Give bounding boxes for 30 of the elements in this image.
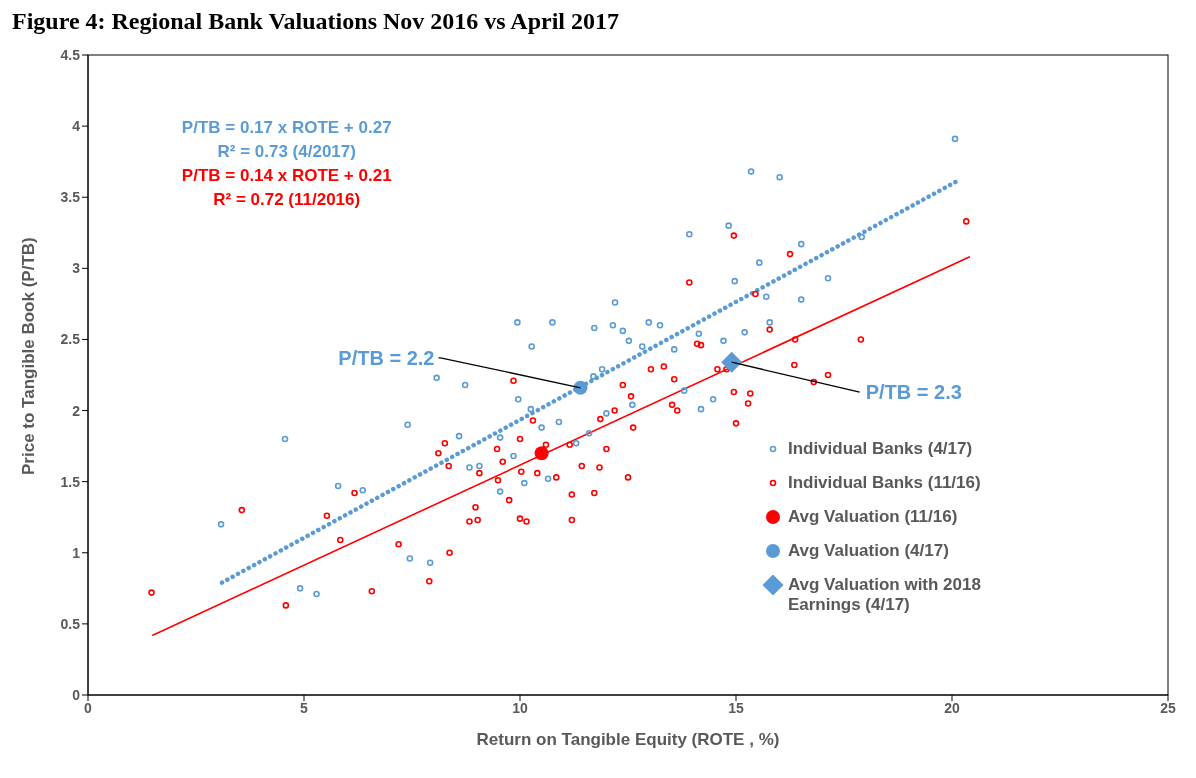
x-tick-label: 5 — [300, 699, 309, 716]
y-tick-label: 3.5 — [60, 189, 81, 206]
annotation: R² = 0.72 (11/2016) — [213, 190, 361, 210]
y-tick-label: 4.5 — [60, 46, 81, 63]
y-tick-label: 0.5 — [60, 615, 81, 632]
legend-label: Avg Valuation (4/17) — [787, 541, 949, 561]
annotation: P/TB = 2.3 — [865, 381, 962, 404]
annotation: P/TB = 0.17 x ROTE + 0.27 — [181, 118, 392, 138]
x-axis-title: Return on Tangible Equity (ROTE , %) — [476, 730, 780, 749]
y-tick-label: 1.5 — [60, 473, 81, 490]
y-tick-label: 0 — [72, 686, 81, 703]
annotation: P/TB = 2.2 — [338, 346, 435, 369]
legend-label: Avg Valuation with 2018 Earnings (4/17) — [787, 575, 982, 615]
legend-label: Avg Valuation (11/16) — [787, 507, 958, 527]
annotation: P/TB = 0.14 x ROTE + 0.21 — [181, 166, 392, 186]
legend-label: Individual Banks (4/17) — [787, 439, 973, 459]
y-tick-label: 1 — [72, 544, 81, 561]
x-tick-label: 25 — [1160, 699, 1176, 716]
y-tick-label: 3 — [72, 260, 81, 277]
y-tick-label: 2.5 — [60, 331, 81, 348]
annotation: R² = 0.73 (4/2017) — [217, 142, 356, 162]
y-tick-label: 4 — [72, 118, 81, 135]
chart-title: Figure 4: Regional Bank Valuations Nov 2016 vs April 2017 — [12, 8, 620, 35]
x-tick-label: 0 — [84, 699, 93, 716]
x-tick-label: 10 — [512, 699, 528, 716]
x-tick-label: 20 — [944, 699, 960, 716]
legend-label: Individual Banks (11/16) — [787, 473, 981, 493]
x-tick-label: 15 — [728, 699, 744, 716]
y-tick-label: 2 — [72, 402, 81, 419]
y-axis-title: Price to Tangible Book (P/TB) — [19, 237, 39, 475]
